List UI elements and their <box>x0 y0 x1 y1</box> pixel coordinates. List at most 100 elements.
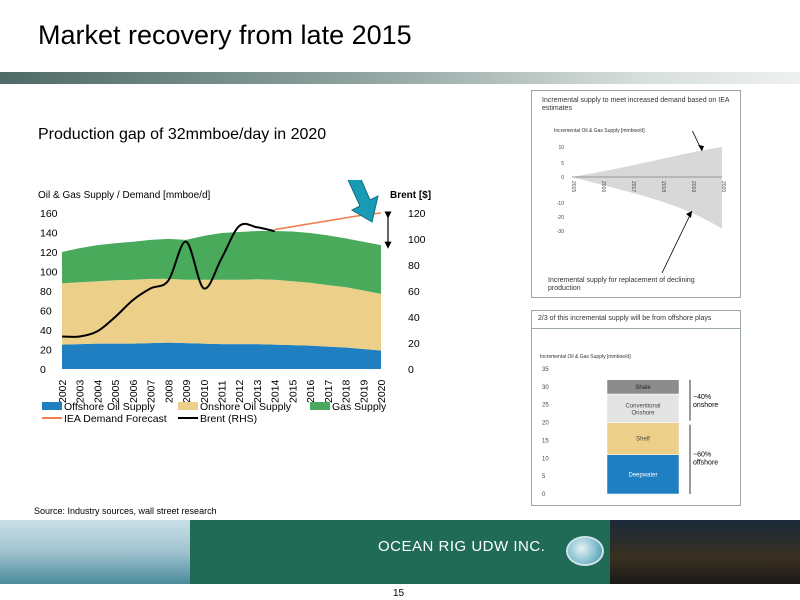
p2-y-tick: 35 <box>542 367 549 373</box>
bar-segment-conventional-onshore <box>606 393 680 423</box>
area-onshore-oil-supply <box>62 278 381 351</box>
x-tick-label: 2016 <box>305 379 317 403</box>
page-number: 15 <box>393 588 405 599</box>
segment-label: Conventional <box>625 403 660 409</box>
page-title: Market recovery from late 2015 <box>38 20 412 50</box>
y2-axis-title: Brent [$] <box>390 190 431 201</box>
y-tick-label: 160 <box>40 208 58 220</box>
onshore-share-label: ~40% <box>693 394 711 401</box>
panel2-title: 2/3 of this incremental supply will be f… <box>538 315 712 322</box>
x-tick-label: 2007 <box>146 379 158 403</box>
y2-tick-label: 80 <box>408 260 420 272</box>
line-brent-rhs- <box>61 222 275 338</box>
panel1-ylabel: Incremental Oil & Gas Supply [mmboe/d] <box>554 128 645 134</box>
y-tick-label: 60 <box>40 306 52 318</box>
p1-x-tick: 2016 <box>600 181 606 192</box>
company-name: OCEAN RIG UDW INC. <box>378 538 546 555</box>
offshore-share-panel: 2/3 of this incremental supply will be f… <box>531 310 741 506</box>
segment-label: Deepwater <box>628 472 657 478</box>
y-tick-label: 40 <box>40 325 52 337</box>
annotation-top: Incremental supply to meet increased dem… <box>542 97 730 112</box>
rig-photo <box>610 520 800 584</box>
top-pointer-arrowhead <box>698 145 704 151</box>
x-tick-label: 2012 <box>234 379 246 403</box>
top-pointer-arrow <box>692 131 703 152</box>
main-chart: Oil & Gas Supply / Demand [mmboe/d] Brent… <box>38 180 431 425</box>
panel2-divider <box>532 328 740 329</box>
y-tick-label: 0 <box>40 364 46 376</box>
p1-y-tick: 0 <box>561 175 564 181</box>
legend-label: IEA Demand Forecast <box>64 413 167 425</box>
legend-label: Gas Supply <box>332 401 387 413</box>
y2-tick-label: 0 <box>408 364 414 376</box>
chart-subtitle: Production gap of 32mmboe/day in 2020 <box>38 126 327 143</box>
y-axis-title: Oil & Gas Supply / Demand [mmboe/d] <box>38 190 211 201</box>
p2-y-tick: 0 <box>542 492 546 498</box>
panel1-chart: 10 5 0 -10 -20 -30 2015 2016 2017 2018 2019 2020 <box>557 131 726 274</box>
x-tick-label: 2005 <box>110 379 122 403</box>
y2-tick-label: 20 <box>408 338 420 350</box>
annotation-bottom: Incremental supply for replacement of de… <box>548 277 695 292</box>
p1-y-tick: 5 <box>561 161 564 167</box>
company-logo-icon <box>566 536 604 566</box>
bar-segment-deepwater <box>606 454 680 495</box>
p2-y-tick: 15 <box>542 438 549 444</box>
replacement-area <box>572 177 722 229</box>
p2-y-tick: 20 <box>542 421 549 427</box>
x-tick-label: 2002 <box>57 379 69 403</box>
legend-swatch <box>42 402 62 410</box>
x-tick-label: 2017 <box>323 379 335 403</box>
bar-segment-shale <box>606 379 680 395</box>
y2-tick-label: 100 <box>408 234 426 246</box>
p1-y-tick: -20 <box>557 215 564 221</box>
x-tick-label: 2006 <box>128 379 140 403</box>
x-tick-label: 2009 <box>181 379 193 403</box>
legend-label: Brent (RHS) <box>200 413 257 425</box>
x-tick-label: 2018 <box>341 379 353 403</box>
area-offshore-oil-supply <box>62 342 381 369</box>
x-tick-label: 2010 <box>199 379 211 403</box>
p2-y-tick: 25 <box>542 403 549 409</box>
x-tick-label: 2008 <box>163 379 175 403</box>
bar-segment-shelf <box>606 422 680 455</box>
onshore-share-label: onshore <box>693 402 718 409</box>
x-tick-label: 2011 <box>217 380 229 403</box>
p1-y-tick: 10 <box>558 145 564 151</box>
p1-y-tick: -10 <box>557 201 564 207</box>
x-tick-label: 2015 <box>287 379 299 403</box>
y2-tick-label: 120 <box>408 208 426 220</box>
source-note: Source: Industry sources, wall street re… <box>34 506 217 516</box>
x-tick-label: 2014 <box>270 379 282 403</box>
incremental-supply-panel: Incremental supply to meet increased dem… <box>531 90 741 298</box>
p1-x-tick: 2020 <box>720 181 726 192</box>
legend-swatch <box>310 402 330 410</box>
y-tick-label: 80 <box>40 286 52 298</box>
y2-tick-label: 40 <box>408 312 420 324</box>
p1-y-tick: -30 <box>557 229 564 235</box>
p2-y-tick: 5 <box>542 474 546 480</box>
segment-label: Shelf <box>636 437 650 443</box>
y-tick-label: 20 <box>40 345 52 357</box>
bottom-pointer-arrow <box>661 210 693 274</box>
legend-label: Onshore Oil Supply <box>200 401 292 413</box>
footer-bar: OCEAN RIG UDW INC. <box>0 520 800 584</box>
p1-x-tick: 2015 <box>570 181 576 192</box>
x-tick-label: 2004 <box>92 379 104 403</box>
x-tick-label: 2013 <box>252 379 264 403</box>
p2-y-tick: 10 <box>542 456 549 462</box>
y-tick-label: 120 <box>40 247 58 259</box>
y-tick-label: 140 <box>40 228 58 240</box>
segment-label: Onshore <box>631 410 655 416</box>
panel2-chart: 35 30 25 20 15 10 5 0 Deepwater Shelf Conventional… <box>542 367 718 498</box>
segment-label: Shale <box>635 385 651 391</box>
header-band <box>0 72 800 84</box>
callout-arrow-icon <box>347 180 379 223</box>
x-tick-label: 2020 <box>376 379 388 403</box>
drillship-photo <box>0 520 190 584</box>
y-tick-label: 100 <box>40 267 58 279</box>
increase-area <box>572 147 722 177</box>
panel2-ylabel: Incremental Oil & Gas Supply [mmboe/d] <box>540 354 631 360</box>
x-tick-label: 2019 <box>358 379 370 403</box>
p1-x-tick: 2019 <box>690 181 696 192</box>
p1-x-tick: 2018 <box>660 181 666 192</box>
